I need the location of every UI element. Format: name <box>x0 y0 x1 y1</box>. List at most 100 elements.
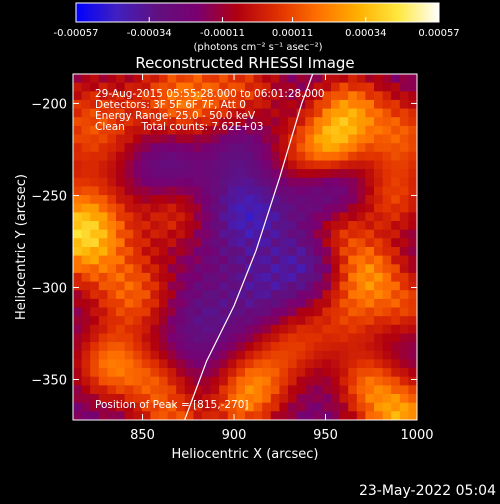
heatmap-cell <box>133 376 143 386</box>
heatmap-cell <box>227 385 237 395</box>
heatmap-cell <box>356 411 366 420</box>
heatmap-cell <box>245 229 255 239</box>
heatmap-cell <box>245 125 255 136</box>
heatmap-cell <box>296 108 306 118</box>
heatmap-cell <box>176 376 186 386</box>
heatmap-cell <box>210 74 220 84</box>
heatmap-cell <box>141 342 151 352</box>
heatmap-cell <box>184 134 194 144</box>
heatmap-cell <box>356 143 366 153</box>
heatmap-cell <box>374 108 384 118</box>
heatmap-cell <box>245 368 255 378</box>
heatmap-cell <box>331 290 341 300</box>
heatmap-cell <box>141 177 151 188</box>
heatmap-cell <box>288 411 298 420</box>
heatmap-cell <box>193 368 203 378</box>
heatmap-cell <box>288 342 298 352</box>
heatmap-cell <box>253 203 263 213</box>
heatmap-cell <box>391 264 401 274</box>
heatmap-cell <box>73 160 83 170</box>
heatmap-cell <box>331 160 341 170</box>
heatmap-cell <box>236 169 246 179</box>
heatmap-cell <box>365 376 375 386</box>
heatmap-cell <box>167 402 177 412</box>
heatmap-cell <box>374 264 384 274</box>
heatmap-cell <box>82 420 91 429</box>
heatmap-cell <box>348 368 358 378</box>
heatmap-cell <box>313 333 323 343</box>
heatmap-cell <box>133 368 143 378</box>
heatmap-cell <box>339 411 349 420</box>
heatmap-cell <box>107 394 117 404</box>
heatmap-cell <box>348 376 358 386</box>
heatmap-cell <box>253 108 263 118</box>
heatmap-cell <box>98 74 108 84</box>
heatmap-cell <box>227 316 237 326</box>
x-tick-label: 950 <box>313 428 338 443</box>
heatmap-cell <box>313 385 323 395</box>
heatmap-cell <box>279 169 289 179</box>
heatmap-cell <box>339 342 349 352</box>
heatmap-cell <box>90 212 100 222</box>
heatmap-cell <box>73 324 83 335</box>
heatmap-cell <box>107 298 117 309</box>
heatmap-cell <box>417 359 426 368</box>
heatmap-cell <box>159 99 169 110</box>
heatmap-cell <box>365 82 375 92</box>
heatmap-cell <box>399 151 409 162</box>
heatmap-cell <box>270 324 280 335</box>
heatmap-cell <box>270 298 280 309</box>
heatmap-cell <box>245 264 255 274</box>
heatmap-cell <box>399 247 409 257</box>
heatmap-cell <box>73 221 83 231</box>
heatmap-cell <box>365 169 375 179</box>
heatmap-cell <box>296 411 306 420</box>
heatmap-cell <box>219 160 229 170</box>
heatmap-cell <box>90 134 100 144</box>
heatmap-cell <box>262 368 272 378</box>
heatmap-cell <box>73 74 83 84</box>
heatmap-cell <box>90 82 100 92</box>
heatmap-cell <box>365 125 375 136</box>
heatmap-cell <box>356 255 366 265</box>
heatmap-cell <box>253 143 263 153</box>
heatmap-cell <box>150 394 160 404</box>
heatmap-cell <box>107 91 117 101</box>
heatmap-cell <box>245 394 255 404</box>
heatmap-cell <box>98 255 108 265</box>
heatmap-cell <box>279 281 289 291</box>
heatmap-cell <box>210 402 220 412</box>
heatmap-cell <box>176 316 186 326</box>
heatmap-cell <box>73 125 83 136</box>
heatmap-cell <box>167 298 177 309</box>
peak-position-text: Position of Peak = [815,-270] <box>95 399 249 411</box>
heatmap-cell <box>322 160 332 170</box>
heatmap-cell <box>159 186 169 196</box>
heatmap-cell <box>150 290 160 300</box>
heatmap-cell <box>210 160 220 170</box>
heatmap-cell <box>417 169 426 178</box>
heatmap-cell <box>270 143 280 153</box>
heatmap-cell <box>227 117 237 127</box>
colorbar-tick-label: 0.00057 <box>418 28 459 39</box>
x-axis-ticks: 850 900 950 1000 <box>130 74 434 443</box>
heatmap-cell <box>202 429 211 438</box>
heatmap-cell <box>98 402 108 412</box>
heatmap-cell <box>313 143 323 153</box>
heatmap-cell <box>90 420 99 429</box>
heatmap-cell <box>374 281 384 291</box>
heatmap-cell <box>417 126 426 135</box>
heatmap-cell <box>150 74 160 84</box>
heatmap-cell <box>184 324 194 335</box>
heatmap-cell <box>141 186 151 196</box>
heatmap-cell <box>81 394 91 404</box>
heatmap-cell <box>73 238 83 248</box>
heatmap-cell <box>81 134 91 144</box>
heatmap-cell <box>339 229 349 239</box>
heatmap-cell <box>202 385 212 395</box>
heatmap-cell <box>107 125 117 136</box>
heatmap-cell <box>270 212 280 222</box>
heatmap-cell <box>90 298 100 309</box>
heatmap-cell <box>90 238 100 248</box>
heatmap-cell <box>98 385 108 395</box>
